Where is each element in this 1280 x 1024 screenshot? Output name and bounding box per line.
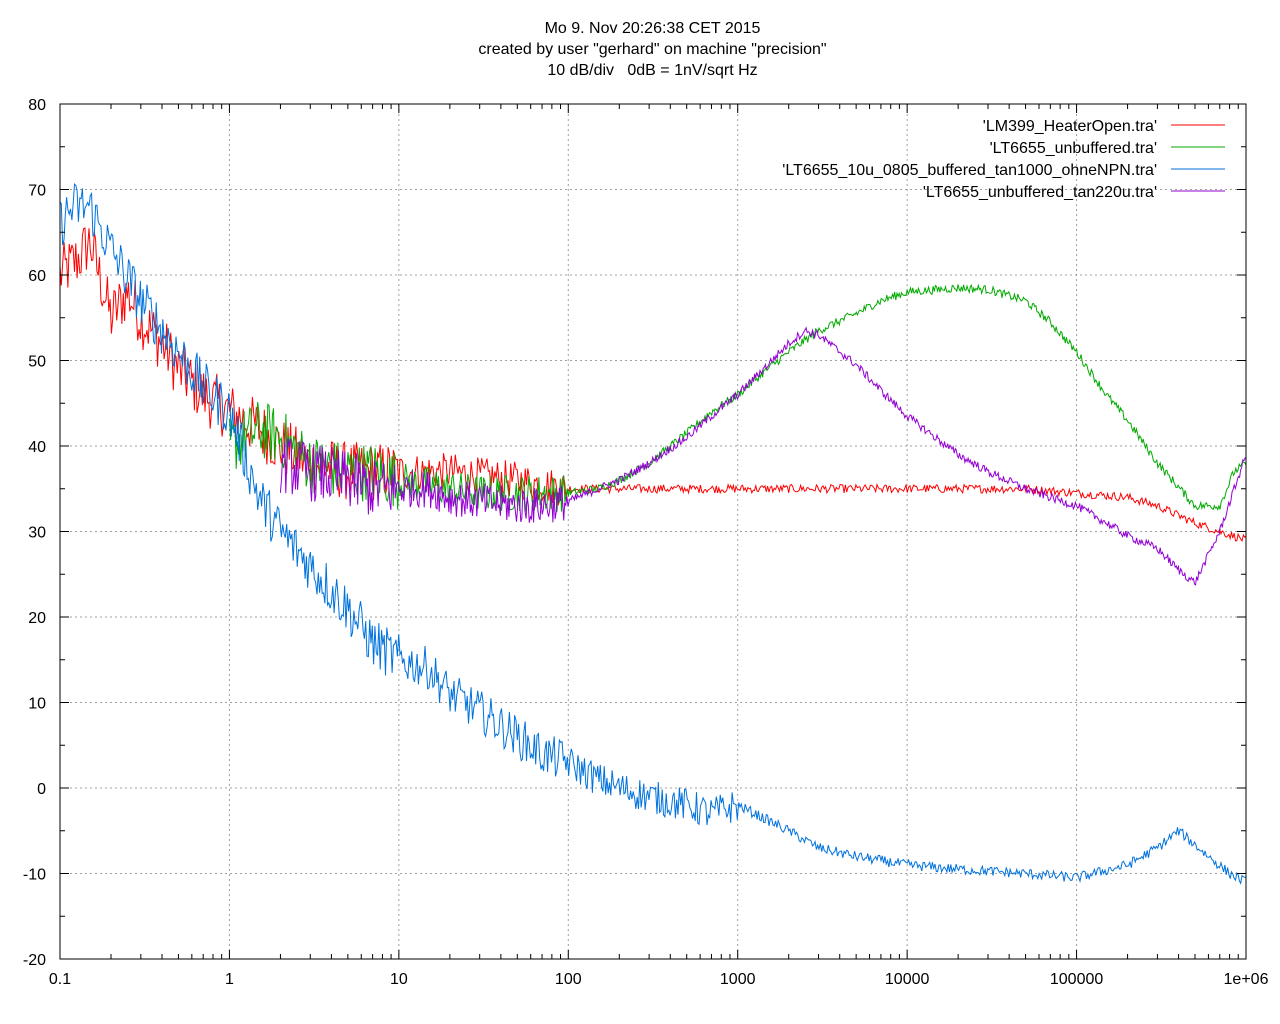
chart-units-note: 10 dB/div 0dB = 1nV/sqrt Hz [547, 62, 758, 79]
plot-frame [59, 103, 1247, 960]
y-tick-label: -10 [23, 867, 46, 884]
x-tick-label: 100 [555, 971, 582, 988]
y-tick-label: 10 [28, 696, 46, 713]
legend-label-1: 'LT6655_unbuffered.tra' [990, 140, 1157, 157]
y-tick-label: 60 [28, 268, 46, 285]
chart-subtitle: created by user "gerhard" on machine "pr… [478, 41, 827, 58]
y-tick-label: 80 [28, 97, 46, 114]
y-tick-label: 30 [28, 525, 46, 542]
ticks: 0.1 1 10 100 1000 10000 100000 1e+06 -20 -10 0 10 20… [23, 97, 1269, 988]
x-tick-label: 1 [225, 971, 234, 988]
x-tick-label: 0.1 [49, 971, 71, 988]
series-line-2 [59, 182, 1246, 885]
series-line-1 [228, 283, 1247, 512]
y-tick-label: 70 [28, 183, 46, 200]
y-tick-label: 40 [28, 439, 46, 456]
x-tick-label: 100000 [1050, 971, 1103, 988]
legend: 'LM399_HeaterOpen.tra' 'LT6655_unbuffered… [782, 118, 1225, 201]
series-line-3 [279, 326, 1247, 586]
y-tick-label: -20 [23, 952, 46, 969]
grid [60, 104, 1246, 959]
x-tick-label: 10 [390, 971, 408, 988]
x-tick-label: 10000 [885, 971, 930, 988]
x-tick-label: 1000 [720, 971, 756, 988]
y-tick-label: 20 [28, 610, 46, 627]
y-tick-label: 50 [28, 354, 46, 371]
legend-label-2: 'LT6655_10u_0805_buffered_tan1000_ohneNP… [782, 162, 1157, 179]
x-tick-label: 1e+06 [1224, 971, 1269, 988]
series-line-0 [59, 227, 1247, 543]
legend-label-3: 'LT6655_unbuffered_tan220u.tra' [923, 184, 1157, 201]
y-tick-label: 0 [37, 781, 46, 798]
legend-label-0: 'LM399_HeaterOpen.tra' [983, 118, 1157, 135]
chart-title: Mo 9. Nov 20:26:38 CET 2015 [544, 20, 761, 37]
series-layer [59, 182, 1247, 885]
